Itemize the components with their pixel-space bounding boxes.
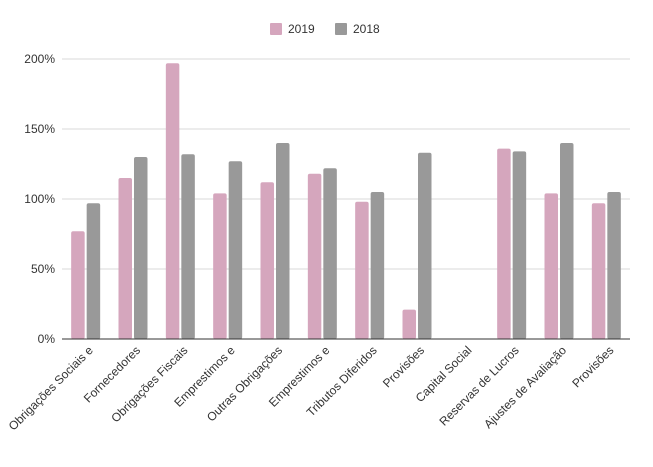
- gridlines: [62, 58, 630, 270]
- y-tick-label: 50%: [31, 262, 55, 276]
- bars: [71, 63, 621, 339]
- legend-swatch-2018: [335, 23, 347, 35]
- bar-2019-6: [307, 173, 322, 339]
- bar-2018-10: [512, 151, 527, 339]
- bar-2019-12: [591, 203, 606, 339]
- bar-2018-8: [418, 152, 432, 339]
- bar-2018-6: [323, 168, 337, 339]
- x-tick-label: Provisões: [380, 343, 427, 390]
- bar-2018-3: [181, 154, 195, 339]
- bar-2019-1: [71, 231, 85, 339]
- legend: 2019 2018: [270, 22, 380, 36]
- bar-2019-4: [213, 193, 227, 339]
- bar-2018-5: [276, 143, 290, 339]
- bar-2019-11: [544, 193, 558, 339]
- legend-label-2019: 2019: [288, 22, 315, 36]
- bar-2018-2: [134, 157, 148, 339]
- x-tick-label: Obrigações Sociais e: [6, 343, 96, 433]
- y-tick-label: 0%: [38, 332, 56, 346]
- bar-2018-4: [228, 161, 243, 339]
- y-tick-label: 200%: [24, 52, 55, 66]
- bar-2019-8: [402, 309, 416, 339]
- legend-label-2018: 2018: [353, 22, 380, 36]
- bar-2018-11: [560, 143, 574, 339]
- bar-2019-10: [497, 148, 511, 339]
- x-tick-label: Reservas de Lucros: [436, 343, 521, 428]
- bar-2019-2: [118, 178, 132, 339]
- bar-2019-7: [355, 201, 369, 339]
- y-tick-label: 100%: [24, 192, 55, 206]
- bar-2018-7: [370, 192, 385, 339]
- y-axis-ticks: 0% 50% 100% 150% 200%: [24, 52, 55, 346]
- bar-2019-3: [165, 63, 180, 339]
- x-axis-ticks: Obrigações Sociais eFornecedoresObrigaçõ…: [6, 343, 617, 433]
- bar-2019-5: [260, 182, 274, 339]
- bar-2018-12: [607, 192, 621, 339]
- bar-2018-1: [86, 203, 101, 339]
- legend-swatch-2019: [270, 23, 282, 35]
- y-tick-label: 150%: [24, 122, 55, 136]
- x-tick-label: Ajustes de Avaliação: [481, 343, 569, 431]
- x-tick-label: Provisões: [569, 343, 616, 390]
